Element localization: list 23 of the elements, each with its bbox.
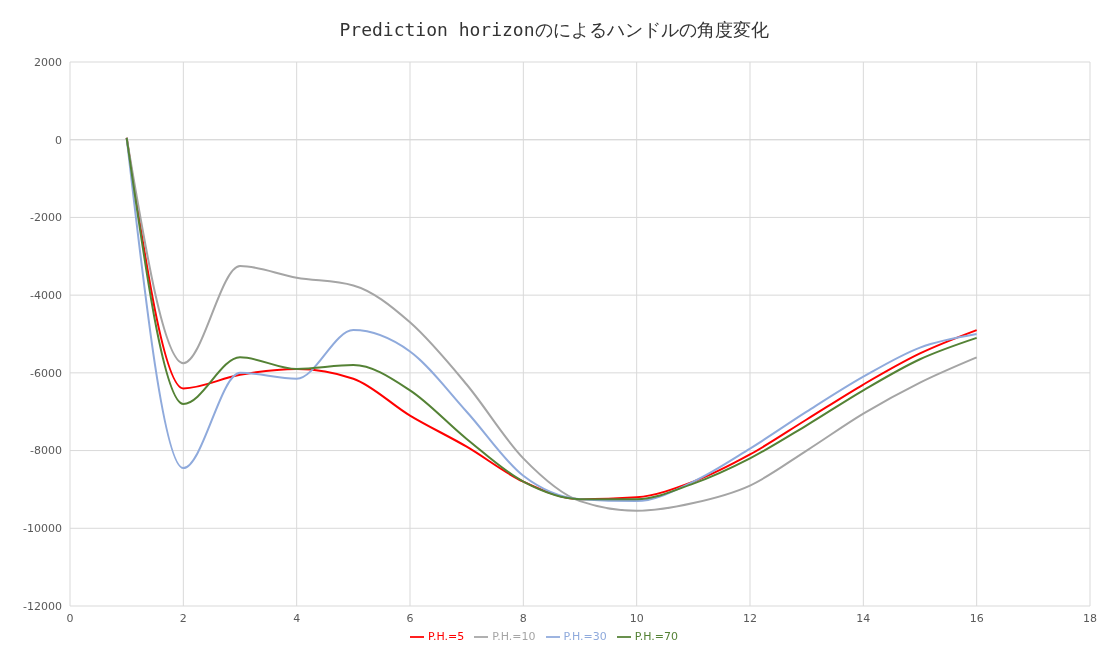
x-tick-label: 8 (519, 611, 527, 625)
x-tick-label: 2 (179, 611, 187, 625)
y-tick-label: 0 (55, 133, 62, 147)
y-tick-label: -6000 (30, 366, 62, 380)
legend-label: P.H.=70 (634, 630, 678, 643)
x-tick-label: 4 (293, 611, 301, 625)
x-tick-label: 14 (856, 611, 871, 625)
x-tick-label: 6 (406, 611, 414, 625)
chart-title: Prediction horizonのによるハンドルの角度変化 (338, 18, 770, 42)
x-tick-label: 0 (66, 611, 74, 625)
legend-label: P.H.=5 (428, 630, 465, 643)
y-tick-label: -4000 (30, 289, 62, 303)
x-tick-label: 12 (743, 611, 757, 625)
y-tick-label: 2000 (34, 55, 62, 69)
legend-label: P.H.=30 (563, 630, 607, 643)
x-tick-label: 10 (629, 611, 644, 625)
y-tick-label: -8000 (30, 444, 62, 458)
y-tick-label: -12000 (23, 599, 62, 613)
x-tick-label: 18 (1083, 611, 1097, 625)
x-tick-label: 16 (969, 611, 984, 625)
y-tick-label: -10000 (23, 522, 62, 536)
legend-label: P.H.=10 (492, 630, 536, 643)
y-tick-label: -2000 (30, 211, 62, 225)
